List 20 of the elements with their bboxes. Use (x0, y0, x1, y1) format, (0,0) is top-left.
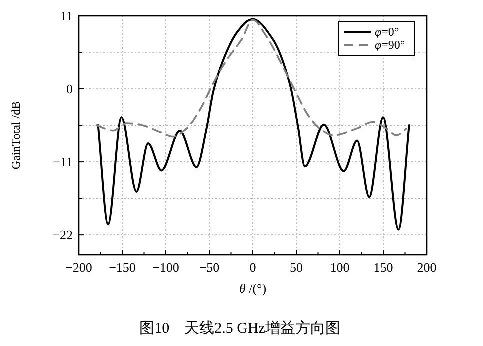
line-series (96, 19, 408, 138)
x-tick-label: 100 (330, 260, 350, 275)
y-tick-label: 0 (66, 82, 73, 97)
y-tick-label: 11 (60, 8, 73, 24)
y-axis-title: GainTotal /dB (9, 101, 23, 170)
x-tick-label: 150 (374, 260, 394, 275)
x-tick-label: −150 (109, 260, 136, 275)
x-axis-title: θ /(°) (239, 281, 267, 296)
y-tick-label: −11 (53, 154, 73, 170)
line-series (97, 18, 410, 231)
text: 图10 天线2.5 GHz增益方向图 (140, 320, 340, 337)
y-tick-label: −22 (52, 228, 73, 243)
x-tick-label: 0 (250, 260, 256, 275)
x-tick-label: 200 (417, 260, 437, 275)
x-tick-label: −200 (66, 260, 92, 275)
x-tick-label: −50 (199, 260, 220, 275)
x-tick-label: 50 (290, 260, 303, 275)
x-tick-label: −100 (152, 260, 180, 275)
legend-label: φ=90° (375, 38, 406, 52)
legend-label: φ=0° (375, 25, 400, 39)
